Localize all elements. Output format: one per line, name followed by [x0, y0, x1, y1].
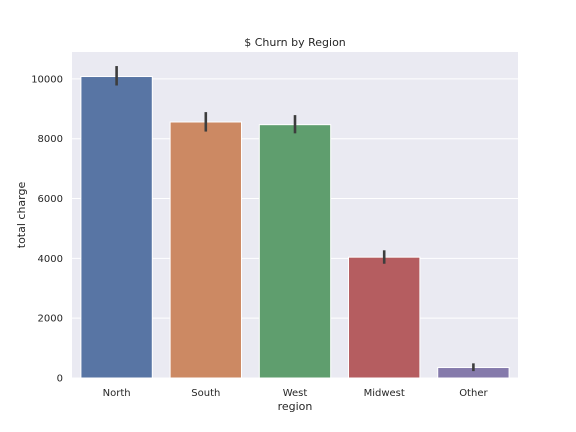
y-tick-label: 10000 [31, 74, 63, 85]
x-tick-labels: North South West Midwest Other [103, 388, 489, 399]
bars [80, 76, 510, 379]
y-tick-labels: 0 2000 4000 6000 8000 10000 [31, 74, 63, 384]
chart-title: $ Churn by Region [244, 36, 346, 49]
bar [169, 121, 242, 379]
x-tick-label: Midwest [364, 388, 405, 399]
y-tick-label: 0 [57, 374, 63, 385]
x-axis-label: region [278, 400, 313, 413]
bar [348, 256, 421, 379]
bar [258, 124, 332, 379]
y-tick-label: 2000 [38, 314, 63, 325]
x-tick-label: North [103, 388, 131, 399]
error-bars [115, 66, 475, 372]
x-tick-label: West [283, 388, 308, 399]
y-axis-label: total charge [15, 182, 28, 249]
bar [80, 76, 153, 379]
x-tick-label: Other [459, 388, 488, 399]
y-tick-label: 8000 [38, 134, 63, 145]
x-tick-label: South [191, 388, 220, 399]
y-tick-label: 6000 [38, 194, 63, 205]
y-tick-label: 4000 [38, 254, 63, 265]
